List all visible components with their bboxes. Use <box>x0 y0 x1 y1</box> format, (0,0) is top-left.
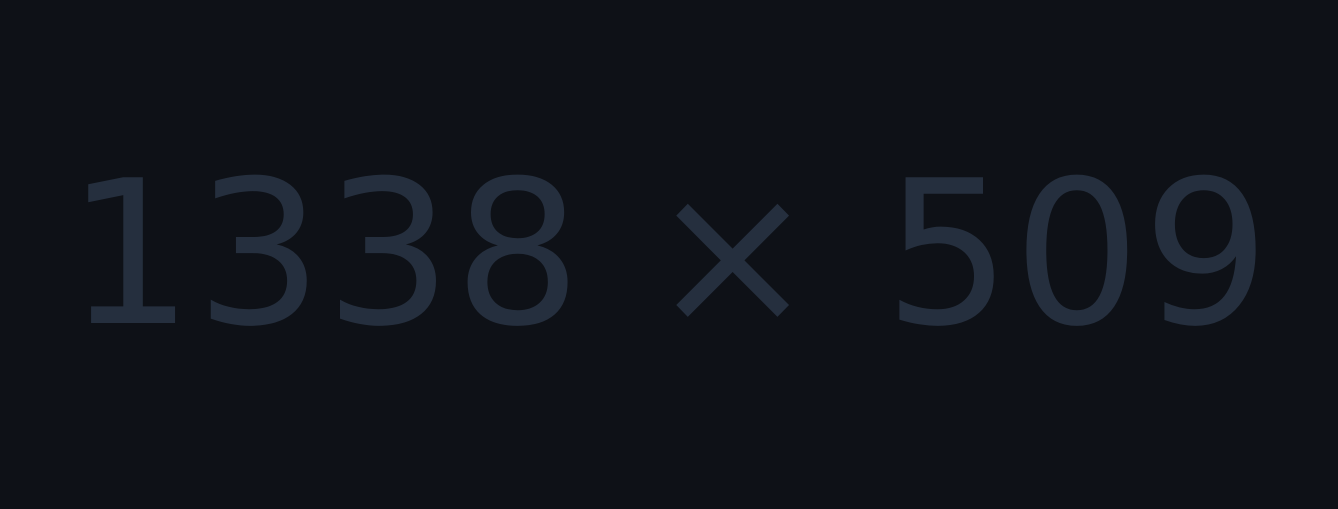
dimensions-label: 1338 × 509 <box>66 138 1272 371</box>
